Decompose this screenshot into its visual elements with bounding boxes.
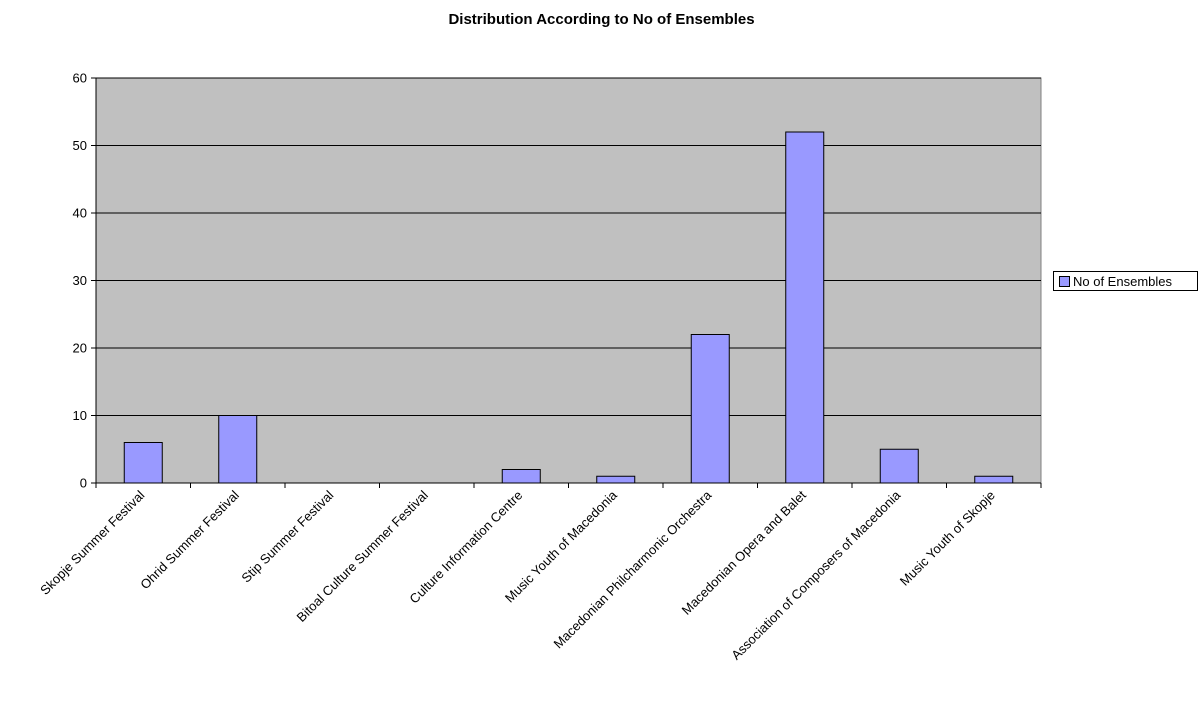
y-tick-label: 10 [73, 408, 87, 423]
legend: No of Ensembles [1053, 271, 1198, 291]
y-tick-label: 40 [73, 206, 87, 221]
chart-title: Distribution According to No of Ensemble… [448, 11, 755, 28]
x-tick-label: Music Youth of Skopje [897, 488, 998, 589]
x-tick-label: Macedonian Philcharmonic Orchestra [550, 487, 714, 651]
bar [501, 469, 541, 484]
x-tick-label: Association of Composers of Macedonia [728, 487, 904, 663]
bar [596, 475, 636, 484]
bar [123, 442, 163, 484]
y-tick-label: 30 [73, 273, 87, 288]
bar [974, 475, 1014, 484]
x-tick-label: Stip Summer Festival [238, 487, 336, 585]
bar [218, 415, 258, 484]
x-tick-label: Ohrid Summer Festival [137, 487, 242, 592]
legend-swatch [1059, 275, 1070, 287]
y-tick-label: 20 [73, 341, 87, 356]
y-tick-label: 50 [73, 138, 87, 153]
y-tick-label: 60 [73, 71, 87, 86]
legend-label: No of Ensembles [1073, 273, 1172, 289]
bar [879, 448, 919, 484]
bar [785, 131, 825, 484]
x-tick-label: Skopje Summer Festival [37, 487, 147, 597]
bar [690, 334, 730, 484]
y-tick-label: 0 [80, 476, 87, 491]
